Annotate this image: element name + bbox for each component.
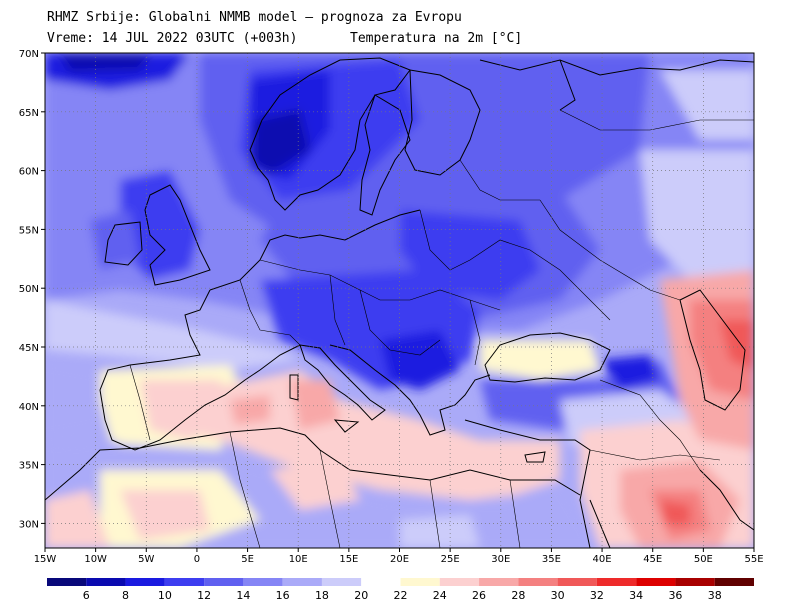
colorbar-label: 18 (315, 589, 329, 600)
colorbar-label: 8 (122, 589, 129, 600)
lat-tick-label: 70N (19, 49, 39, 60)
parameter-label: Temperatura na 2m [°C] (350, 31, 523, 46)
lat-tick-label: 50N (19, 284, 39, 295)
lon-tick-label: 15E (339, 554, 358, 565)
colorbar-swatch (636, 578, 676, 586)
colorbar-swatch (204, 578, 244, 586)
colorbar-label: 14 (236, 589, 250, 600)
lon-tick-label: 20E (390, 554, 409, 565)
colorbar: 6 8 10 12 14 16 18 20 22 24 26 28 30 32 34 36 38 (47, 578, 754, 600)
colorbar-label: 20 (354, 589, 368, 600)
colorbar-swatch (321, 578, 362, 586)
map-title: RHMZ Srbije: Globalni NMMB model – progn… (47, 10, 462, 25)
colorbar-label: 32 (590, 589, 604, 600)
lon-tick-label: 10W (84, 554, 107, 565)
colorbar-swatch (282, 578, 322, 586)
lat-tick-label: 60N (19, 167, 39, 178)
colorbar-label: 30 (551, 589, 565, 600)
lat-tick-label: 45N (19, 343, 39, 354)
lon-tick-label: 50E (694, 554, 713, 565)
colorbar-swatch (125, 578, 165, 586)
colorbar-swatch (518, 578, 558, 586)
lon-tick-label: 15W (34, 554, 57, 565)
colorbar-swatch (361, 578, 401, 586)
colorbar-swatch (164, 578, 205, 586)
lon-tick-label: 25E (441, 554, 460, 565)
colorbar-label: 38 (708, 589, 722, 600)
colorbar-swatch (400, 578, 440, 586)
colorbar-label: 6 (83, 589, 90, 600)
colorbar-swatch (47, 578, 87, 586)
country-borders (129, 109, 754, 548)
colorbar-swatch (86, 578, 126, 586)
colorbar-label: 36 (668, 589, 682, 600)
lat-tick-label: 65N (19, 108, 39, 119)
colorbar-label: 24 (433, 589, 447, 600)
temperature-field (45, 53, 754, 548)
lon-tick-label: 5W (138, 554, 154, 565)
lat-tick-label: 30N (19, 519, 39, 530)
lon-tick-label: 30E (491, 554, 510, 565)
graticule (45, 53, 754, 548)
colorbar-swatch (243, 578, 283, 586)
lon-tick-label: 40E (593, 554, 612, 565)
colorbar-swatch (714, 578, 754, 586)
lon-tick-label: 0 (194, 554, 200, 565)
colorbar-label: 12 (197, 589, 211, 600)
colorbar-swatch (675, 578, 715, 586)
lat-tick-label: 35N (19, 461, 39, 472)
colorbar-label: 28 (511, 589, 525, 600)
lon-tick-label: 55E (744, 554, 763, 565)
lon-tick-label: 5E (241, 554, 254, 565)
colorbar-label: 34 (629, 589, 643, 600)
colorbar-label: 26 (472, 589, 486, 600)
colorbar-label: 16 (276, 589, 290, 600)
lon-tick-label: 35E (542, 554, 561, 565)
lon-tick-label: 45E (643, 554, 662, 565)
lon-tick-label: 10E (289, 554, 308, 565)
colorbar-swatch (479, 578, 519, 586)
colorbar-swatch (557, 578, 597, 586)
colorbar-label: 22 (394, 589, 408, 600)
longitude-axis: 15W 10W 5W 0 5E 10E 15E 20E 25E 30E 35E 40E 45E 50E 55… (34, 548, 764, 565)
lat-tick-label: 55N (19, 225, 39, 236)
colorbar-swatch (596, 578, 637, 586)
latitude-axis: 70N 65N 60N 55N 50N 45N 40N 35N 30N (19, 49, 45, 530)
colorbar-label: 10 (158, 589, 172, 600)
forecast-time: Vreme: 14 JUL 2022 03UTC (+003h) (47, 31, 298, 46)
lat-tick-label: 40N (19, 402, 39, 413)
colorbar-swatch (439, 578, 480, 586)
